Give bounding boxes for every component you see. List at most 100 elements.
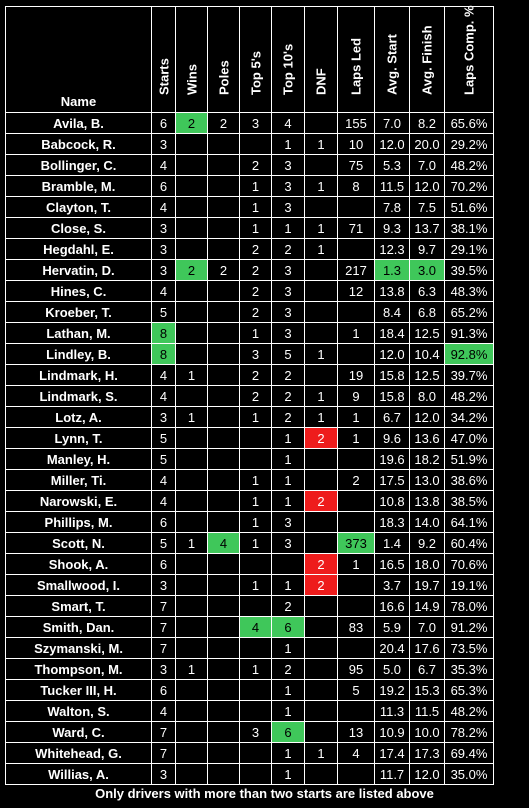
- cell-laps-comp: 39.7%: [444, 364, 494, 386]
- cell-poles: [207, 469, 240, 491]
- cell-laps-comp: 39.5%: [444, 259, 494, 281]
- cell-top10: 3: [271, 532, 305, 554]
- cell-name: Walton, S.: [5, 700, 152, 722]
- cell-laps-led: 1: [337, 427, 375, 449]
- cell-top5: 1: [239, 406, 272, 428]
- cell-name: Lindley, B.: [5, 343, 152, 365]
- cell-poles: [207, 133, 240, 155]
- cell-avg-finish: 13.0: [409, 469, 445, 491]
- cell-laps-comp: 48.2%: [444, 154, 494, 176]
- cell-laps-led: [337, 490, 375, 512]
- table-row: Close, S. 3 1 1 1 71 9.3 13.7 38.1%: [5, 217, 494, 239]
- cell-name: Lynn, T.: [5, 427, 152, 449]
- cell-poles: [207, 385, 240, 407]
- cell-poles: [207, 406, 240, 428]
- table-row: Hervatin, D. 3 2 2 2 3 217 1.3 3.0 39.5%: [5, 259, 494, 281]
- cell-dnf: 1: [304, 175, 338, 197]
- cell-name: Thompson, M.: [5, 658, 152, 680]
- cell-dnf: 2: [304, 553, 338, 575]
- cell-name: Phillips, M.: [5, 511, 152, 533]
- cell-wins: [175, 700, 208, 722]
- cell-starts: 7: [151, 742, 176, 764]
- cell-starts: 3: [151, 133, 176, 155]
- cell-laps-comp: 47.0%: [444, 427, 494, 449]
- cell-laps-led: 8: [337, 175, 375, 197]
- cell-laps-comp: 65.6%: [444, 112, 494, 134]
- cell-poles: [207, 679, 240, 701]
- header-poles: Poles: [207, 6, 240, 113]
- cell-top5: 1: [239, 175, 272, 197]
- cell-dnf: 1: [304, 217, 338, 239]
- header-avg-start: Avg. Start: [374, 6, 410, 113]
- cell-name: Smith, Dan.: [5, 616, 152, 638]
- cell-wins: [175, 217, 208, 239]
- cell-avg-start: 5.0: [374, 658, 410, 680]
- cell-avg-start: 7.0: [374, 112, 410, 134]
- cell-name: Hines, C.: [5, 280, 152, 302]
- cell-name: Avila, B.: [5, 112, 152, 134]
- table-row: Hegdahl, E. 3 2 2 1 12.3 9.7 29.1%: [5, 238, 494, 260]
- cell-avg-start: 17.5: [374, 469, 410, 491]
- cell-starts: 5: [151, 532, 176, 554]
- cell-wins: [175, 154, 208, 176]
- cell-top5: 1: [239, 574, 272, 596]
- table-row: Lathan, M. 8 1 3 1 18.4 12.5 91.3%: [5, 322, 494, 344]
- cell-dnf: [304, 721, 338, 743]
- cell-avg-start: 7.8: [374, 196, 410, 218]
- cell-top10: 2: [271, 406, 305, 428]
- cell-laps-led: [337, 595, 375, 617]
- table-row: Whitehead, G. 7 1 1 4 17.4 17.3 69.4%: [5, 742, 494, 764]
- cell-top10: 3: [271, 196, 305, 218]
- table-row: Kroeber, T. 5 2 3 8.4 6.8 65.2%: [5, 301, 494, 323]
- cell-avg-start: 10.9: [374, 721, 410, 743]
- cell-avg-start: 18.4: [374, 322, 410, 344]
- cell-avg-finish: 10.0: [409, 721, 445, 743]
- cell-name: Scott, N.: [5, 532, 152, 554]
- cell-starts: 5: [151, 448, 176, 470]
- cell-name: Lindmark, H.: [5, 364, 152, 386]
- cell-top10: 3: [271, 511, 305, 533]
- cell-avg-start: 10.8: [374, 490, 410, 512]
- cell-top10: 1: [271, 700, 305, 722]
- cell-poles: [207, 658, 240, 680]
- cell-avg-finish: 3.0: [409, 259, 445, 281]
- cell-avg-start: 11.7: [374, 763, 410, 785]
- table-row: Lynn, T. 5 1 2 1 9.6 13.6 47.0%: [5, 427, 494, 449]
- cell-poles: [207, 721, 240, 743]
- cell-avg-start: 20.4: [374, 637, 410, 659]
- cell-starts: 4: [151, 154, 176, 176]
- cell-top5: 2: [239, 154, 272, 176]
- cell-poles: 2: [207, 259, 240, 281]
- cell-starts: 8: [151, 343, 176, 365]
- cell-top5: 1: [239, 658, 272, 680]
- cell-dnf: 1: [304, 406, 338, 428]
- cell-starts: 3: [151, 574, 176, 596]
- cell-laps-comp: 78.2%: [444, 721, 494, 743]
- cell-name: Lotz, A.: [5, 406, 152, 428]
- cell-top10: 1: [271, 679, 305, 701]
- table-row: Smith, Dan. 7 4 6 83 5.9 7.0 91.2%: [5, 616, 494, 638]
- cell-dnf: 1: [304, 385, 338, 407]
- cell-laps-led: [337, 574, 375, 596]
- cell-avg-start: 9.3: [374, 217, 410, 239]
- cell-wins: 1: [175, 364, 208, 386]
- cell-top10: 3: [271, 301, 305, 323]
- cell-wins: [175, 763, 208, 785]
- cell-laps-led: 5: [337, 679, 375, 701]
- cell-top10: 2: [271, 658, 305, 680]
- cell-avg-finish: 12.5: [409, 364, 445, 386]
- cell-avg-start: 19.6: [374, 448, 410, 470]
- cell-avg-finish: 8.2: [409, 112, 445, 134]
- cell-dnf: [304, 658, 338, 680]
- cell-top10: 3: [271, 175, 305, 197]
- cell-dnf: [304, 595, 338, 617]
- cell-starts: 6: [151, 511, 176, 533]
- cell-poles: 4: [207, 532, 240, 554]
- cell-name: Close, S.: [5, 217, 152, 239]
- cell-laps-comp: 69.4%: [444, 742, 494, 764]
- cell-name: Tucker III, H.: [5, 679, 152, 701]
- cell-laps-led: 1: [337, 553, 375, 575]
- cell-wins: [175, 742, 208, 764]
- cell-dnf: [304, 112, 338, 134]
- cell-wins: [175, 679, 208, 701]
